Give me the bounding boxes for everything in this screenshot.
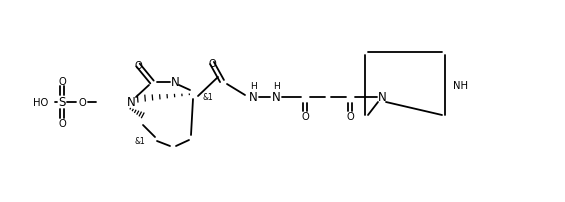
Text: O: O	[134, 61, 142, 71]
Text: O: O	[208, 59, 216, 69]
Text: &1: &1	[202, 93, 213, 102]
Text: O: O	[78, 98, 86, 107]
Text: N: N	[249, 91, 258, 104]
Text: N: N	[272, 91, 280, 104]
Text: N: N	[127, 96, 136, 109]
Text: O: O	[301, 112, 309, 121]
Text: &1: &1	[134, 137, 145, 146]
Text: N: N	[171, 76, 179, 89]
Text: O: O	[58, 77, 66, 87]
Text: O: O	[58, 118, 66, 128]
Text: H: H	[250, 82, 257, 91]
Text: H: H	[273, 82, 279, 91]
Text: O: O	[346, 112, 354, 121]
Text: S: S	[58, 96, 66, 109]
Text: NH: NH	[453, 81, 468, 90]
Text: HO: HO	[33, 98, 48, 107]
Text: N: N	[377, 91, 386, 104]
